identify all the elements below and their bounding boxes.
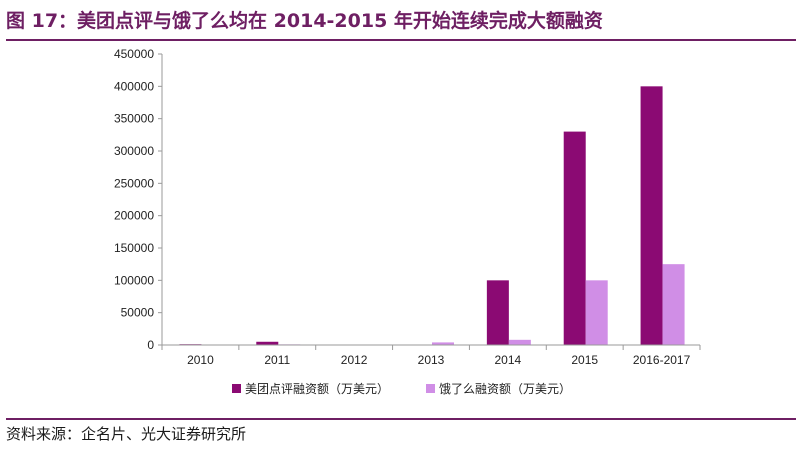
- bars: [179, 86, 685, 345]
- source-note: 资料来源：企名片、光大证券研究所: [6, 425, 247, 443]
- x-tick-label: 2010: [187, 353, 214, 367]
- bar-meituan: [563, 131, 586, 345]
- title-divider: [6, 39, 796, 41]
- legend: 美团点评融资额（万美元） 饿了么融资额（万美元）: [232, 382, 571, 396]
- x-tick-label: 2015: [571, 353, 598, 367]
- bar-meituan: [640, 86, 663, 345]
- bar-meituan: [256, 341, 279, 345]
- bar-eleme: [432, 342, 454, 345]
- y-tick-label: 250000: [114, 176, 154, 190]
- legend-label: 美团点评融资额（万美元）: [245, 382, 389, 396]
- x-tick-label: 2013: [418, 353, 445, 367]
- y-tick-label: 0: [147, 338, 154, 352]
- bar-eleme: [508, 339, 531, 345]
- x-tick-label: 2012: [341, 353, 368, 367]
- y-tick-label: 50000: [121, 306, 155, 320]
- chart-title: 图 17：美团点评与饿了么均在 2014-2015 年开始连续完成大额融资: [6, 10, 603, 32]
- y-tick-label: 450000: [114, 47, 154, 61]
- bar-meituan: [486, 280, 509, 345]
- source-divider: [6, 418, 796, 420]
- x-tick-label: 2011: [264, 353, 290, 367]
- y-tick-label: 300000: [114, 144, 154, 158]
- y-tick-label: 100000: [114, 273, 154, 287]
- y-tick-label: 150000: [114, 241, 154, 255]
- x-tick-label: 2014: [495, 353, 522, 367]
- x-axis: 2010 2011 2012 2013 2014 2015 2016-2017: [161, 344, 701, 367]
- y-tick-label: 350000: [114, 112, 154, 126]
- legend-swatch: [426, 384, 435, 393]
- bar-eleme: [585, 280, 608, 345]
- y-tick-label: 200000: [114, 209, 154, 223]
- legend-swatch: [232, 384, 241, 393]
- y-axis: 0 50000 100000 150000 200000 250000 300000 3500…: [114, 47, 163, 352]
- legend-label: 饿了么融资额（万美元）: [439, 382, 571, 396]
- bar-eleme: [662, 264, 685, 345]
- y-tick-label: 400000: [114, 79, 154, 93]
- x-tick-label: 2016-2017: [633, 353, 691, 367]
